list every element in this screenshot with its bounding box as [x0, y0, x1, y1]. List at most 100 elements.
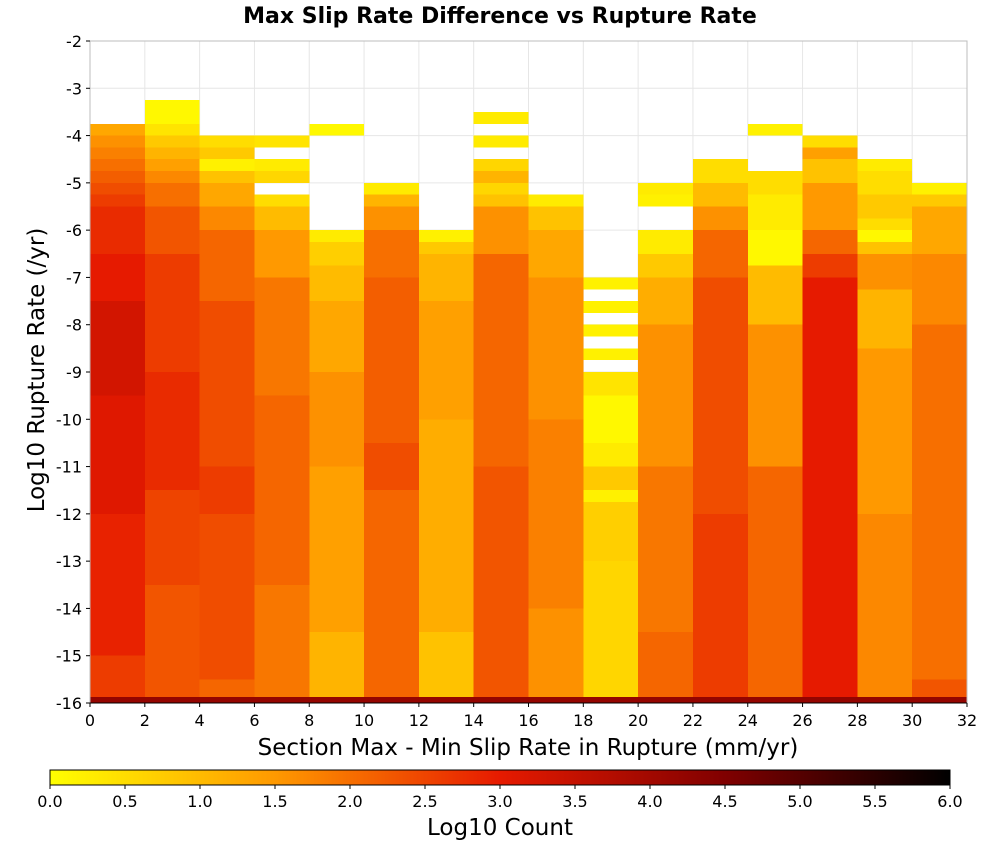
- heatmap-cell-1-11: [144, 584, 200, 698]
- heatmap-cell-2-4: [199, 182, 255, 207]
- heatmap-bottom-row: [90, 697, 967, 703]
- heatmap-cell-12-5: [747, 324, 803, 467]
- heatmap-cell-6-1: [418, 241, 474, 254]
- heatmap-cell-9-4: [583, 372, 639, 396]
- heatmap-cell-5-1: [364, 194, 419, 207]
- heatmap-cell-2-2: [199, 159, 255, 172]
- y-tick-label-13: -15: [56, 647, 82, 666]
- x-tick-label-15: 30: [902, 711, 922, 730]
- heatmap-cell-4-4: [309, 301, 365, 372]
- heatmap-cell-1-3: [144, 147, 200, 160]
- heatmap-cell-4-0: [309, 123, 365, 136]
- heatmap-cell-0-11: [90, 513, 145, 656]
- colorbar-tick-label-10: 5.0: [787, 792, 812, 811]
- heatmap-cell-11-0: [692, 159, 748, 183]
- heatmap-cell-13-3: [802, 182, 858, 231]
- colorbar-tick-label-8: 4.0: [637, 792, 662, 811]
- x-tick-label-9: 18: [573, 711, 593, 730]
- x-tick-label-16: 32: [957, 711, 977, 730]
- heatmap-cell-9-0: [583, 277, 639, 290]
- heatmap-cell-0-3: [90, 159, 145, 172]
- heatmap-cell-14-8: [857, 348, 913, 514]
- colorbar-tick-label-5: 2.5: [412, 792, 437, 811]
- heatmap-cell-14-2: [857, 194, 913, 219]
- y-tick-label-8: -10: [56, 410, 82, 429]
- heatmap-cell-7-7: [473, 253, 529, 467]
- heatmap-cell-3-1: [254, 159, 310, 172]
- heatmap-cell-1-9: [144, 372, 200, 491]
- heatmap-cell-10-3: [638, 253, 693, 278]
- heatmap-cell-0-9: [90, 301, 145, 396]
- heatmap-cell-5-0: [364, 182, 419, 195]
- heatmap-cell-0-0: [90, 123, 145, 136]
- heatmap-cell-2-1: [199, 147, 255, 160]
- heatmap-cell-12-6: [747, 466, 803, 698]
- x-tick-label-2: 4: [195, 711, 205, 730]
- heatmap-cell-13-1: [802, 147, 858, 160]
- heatmap-cell-12-4: [747, 265, 803, 325]
- colorbar-tick-label-12: 6.0: [937, 792, 962, 811]
- x-tick-label-5: 10: [354, 711, 374, 730]
- heatmap-cell-4-7: [309, 632, 365, 698]
- colorbar-tick-label-0: 0.0: [37, 792, 62, 811]
- heatmap-cell-6-0: [418, 230, 474, 242]
- y-tick-label-4: -6: [66, 221, 82, 240]
- heatmap-cell-1-1: [144, 123, 200, 136]
- heatmap-cell-9-6: [583, 442, 639, 467]
- heatmap-cell-6-5: [418, 632, 474, 698]
- x-tick-label-8: 16: [518, 711, 538, 730]
- heatmap-cell-0-10: [90, 395, 145, 514]
- colorbar-tick-label-7: 3.5: [562, 792, 587, 811]
- x-tick-label-7: 14: [464, 711, 484, 730]
- heatmap-cell-7-3: [473, 171, 529, 183]
- x-tick-label-4: 8: [304, 711, 314, 730]
- colorbar-tick-label-1: 0.5: [112, 792, 137, 811]
- heatmap-cell-11-1: [692, 182, 748, 207]
- heatmap-cell-14-6: [857, 253, 913, 290]
- heatmap-cell-7-5: [473, 194, 529, 207]
- heatmap-cell-8-0: [528, 194, 584, 207]
- heatmap-cell-0-4: [90, 171, 145, 183]
- heatmap-cell-4-5: [309, 372, 365, 467]
- heatmap-cell-8-1: [528, 206, 584, 231]
- heatmap-cell-3-0: [254, 135, 310, 148]
- y-tick-label-11: -13: [56, 552, 82, 571]
- x-tick-label-6: 12: [409, 711, 429, 730]
- colorbar-tick-label-11: 5.5: [862, 792, 887, 811]
- heatmap-cell-3-2: [254, 171, 310, 183]
- heatmap-cells: [90, 100, 967, 703]
- heatmap-cell-3-6: [254, 277, 310, 396]
- x-axis-label: Section Max - Min Slip Rate in Rupture (…: [258, 735, 799, 761]
- heatmap-cell-8-4: [528, 419, 584, 609]
- heatmap-cell-11-2: [692, 206, 748, 231]
- colorbar-tick-label-9: 4.5: [712, 792, 737, 811]
- heatmap-cell-15-3: [912, 253, 967, 325]
- heatmap-cell-14-7: [857, 289, 913, 349]
- heatmap-cell-2-8: [199, 466, 255, 514]
- heatmap-cell-15-1: [912, 194, 967, 207]
- heatmap-cell-9-3: [583, 348, 639, 361]
- heatmap-cell-7-1: [473, 135, 529, 148]
- x-tick-label-14: 28: [847, 711, 867, 730]
- heatmap-cell-12-0: [747, 123, 803, 136]
- heatmap-cell-14-5: [857, 241, 913, 254]
- heatmap-cell-6-4: [418, 419, 474, 633]
- heatmap-cell-13-6: [802, 277, 858, 698]
- heatmap-cell-10-6: [638, 466, 693, 633]
- heatmap-cell-2-3: [199, 171, 255, 183]
- heatmap-cell-15-5: [912, 679, 967, 698]
- heatmap-cell-0-5: [90, 182, 145, 195]
- heatmap-cell-7-8: [473, 466, 529, 698]
- heatmap-cell-5-5: [364, 442, 419, 491]
- heatmap-cell-7-2: [473, 159, 529, 172]
- y-tick-label-10: -12: [56, 505, 82, 524]
- x-tick-label-11: 22: [683, 711, 703, 730]
- colorbar: [49, 769, 951, 786]
- x-axis-ticks: 0 2 4 6 8 10 12 14 16 18 20 22 24 26 28 30 32: [85, 703, 977, 730]
- colorbar-tick-label-2: 1.0: [187, 792, 212, 811]
- heatmap-cell-3-3: [254, 194, 310, 207]
- heatmap-cell-10-5: [638, 324, 693, 467]
- heatmap-cell-0-2: [90, 147, 145, 160]
- heatmap-cell-14-1: [857, 171, 913, 195]
- heatmap-cell-5-6: [364, 490, 419, 698]
